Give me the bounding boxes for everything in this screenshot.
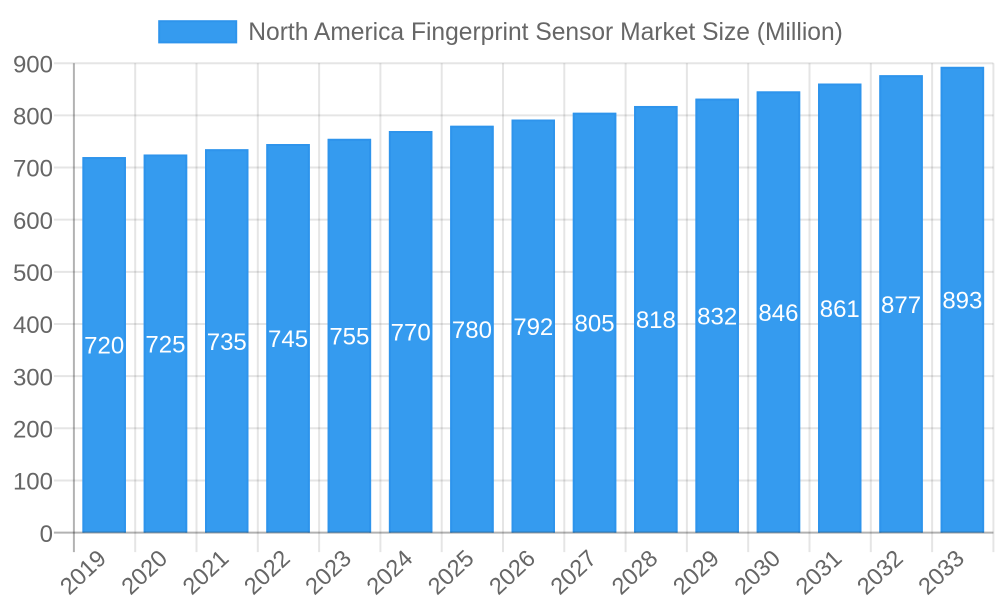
svg-text:500: 500: [13, 260, 53, 287]
svg-text:0: 0: [40, 521, 53, 548]
svg-text:700: 700: [13, 156, 53, 183]
svg-text:745: 745: [268, 326, 308, 353]
svg-text:720: 720: [84, 333, 124, 360]
svg-text:800: 800: [13, 104, 53, 131]
svg-text:900: 900: [13, 51, 53, 78]
svg-text:300: 300: [13, 364, 53, 391]
svg-text:780: 780: [452, 317, 492, 344]
svg-text:North America Fingerprint Sens: North America Fingerprint Sensor Market …: [248, 19, 843, 46]
svg-text:200: 200: [13, 416, 53, 443]
svg-text:735: 735: [207, 329, 247, 356]
svg-text:893: 893: [942, 288, 982, 315]
svg-text:770: 770: [391, 320, 431, 347]
svg-text:832: 832: [697, 304, 737, 331]
svg-text:600: 600: [13, 208, 53, 235]
svg-text:400: 400: [13, 312, 53, 339]
svg-text:100: 100: [13, 469, 53, 496]
svg-text:877: 877: [881, 292, 921, 319]
svg-text:846: 846: [758, 300, 798, 327]
svg-text:725: 725: [145, 331, 185, 358]
svg-text:805: 805: [575, 311, 615, 338]
svg-text:792: 792: [513, 314, 553, 341]
svg-text:861: 861: [820, 296, 860, 323]
svg-text:818: 818: [636, 307, 676, 334]
svg-text:755: 755: [329, 324, 369, 351]
